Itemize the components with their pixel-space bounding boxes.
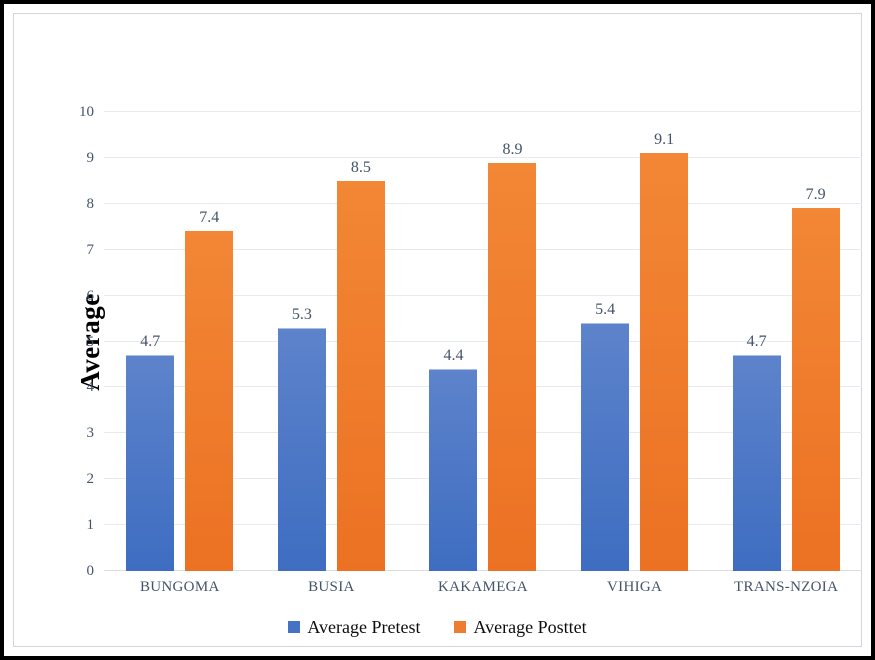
bar-wrap: 4.7 [126, 334, 175, 571]
bar-wrap: 5.4 [581, 302, 630, 571]
bar-data-label: 7.4 [199, 209, 220, 227]
bar-data-label: 8.5 [350, 158, 371, 176]
bar-data-label: 4.4 [443, 347, 464, 365]
bar-posttest [640, 153, 689, 571]
bar-wrap: 9.1 [640, 132, 689, 571]
bar-pretest [277, 327, 326, 571]
y-tick-label: 2 [86, 471, 95, 488]
bar-wrap: 4.4 [429, 348, 478, 571]
bar-data-label: 7.9 [805, 186, 826, 204]
bar-posttest [488, 162, 537, 571]
gridline [104, 294, 862, 296]
gridline [104, 524, 862, 526]
legend: Average Pretest Average Posttet [14, 618, 861, 636]
legend-label: Average Posttet [473, 617, 587, 637]
bar-pretest [126, 355, 175, 571]
y-tick-label: 10 [79, 104, 94, 120]
bar-wrap: 7.9 [791, 187, 840, 571]
legend-swatch-icon [288, 621, 301, 633]
bar-wrap: 8.9 [488, 141, 537, 571]
y-tick-label: 0 [86, 563, 95, 579]
x-category-label: BUNGOMA [139, 579, 220, 595]
bar-pretest [429, 369, 478, 571]
x-category-label: KAKAMEGA [438, 579, 528, 595]
bar-data-label: 9.1 [654, 131, 675, 149]
bar-data-label: 4.7 [746, 333, 767, 351]
legend-label: Average Pretest [307, 617, 421, 637]
y-tick-label: 4 [86, 379, 95, 396]
bar-data-label: 5.4 [595, 301, 616, 319]
bar-wrap: 4.7 [732, 334, 781, 571]
bar-pretest [732, 355, 781, 571]
gridline [104, 202, 862, 204]
bar-group: 4.4 8.9 [407, 112, 559, 571]
legend-swatch-icon [454, 621, 467, 633]
y-tick-label: 1 [86, 517, 95, 534]
gridline [104, 248, 862, 250]
bar-data-label: 8.9 [502, 140, 523, 158]
bar-wrap: 7.4 [185, 210, 234, 571]
bar-posttest [336, 180, 385, 571]
chart-frame: Average 4.7 7.4 5.3 8.5 4.4 8.9 5.4 9.1 4.7 7.9 B… [13, 13, 862, 647]
plot-area: Average 4.7 7.4 5.3 8.5 4.4 8.9 5.4 9.1 4.7 7.9 [75, 111, 862, 571]
gridline [104, 156, 862, 158]
y-tick-label: 3 [86, 425, 95, 442]
y-tick-label: 7 [86, 241, 95, 258]
x-category-label: TRANS-NZOIA [734, 579, 839, 595]
y-tick-label: 5 [86, 333, 95, 350]
bar-wrap: 8.5 [336, 159, 385, 571]
bar-group: 5.4 9.1 [559, 112, 711, 571]
y-tick-label: 9 [86, 149, 95, 166]
legend-item: Average Pretest [288, 618, 420, 636]
gridline [104, 478, 862, 480]
y-tick-label: 6 [86, 287, 95, 304]
x-category-label: VIHIGA [607, 579, 663, 595]
bar-data-label: 4.7 [140, 333, 161, 351]
bar-pretest [581, 323, 630, 571]
x-category-label: BUSIA [308, 579, 355, 595]
bar-group: 4.7 7.9 [710, 112, 862, 571]
bar-group: 4.7 7.4 [104, 112, 256, 571]
gridline [104, 570, 862, 571]
bar-groups-layer: 4.7 7.4 5.3 8.5 4.4 8.9 5.4 9.1 4.7 7.9 [104, 112, 862, 571]
bar-posttest [185, 231, 234, 571]
gridline [104, 386, 862, 388]
legend-item: Average Posttet [454, 617, 587, 637]
y-tick-label: 8 [86, 195, 95, 212]
gridline [104, 111, 862, 112]
bar-posttest [791, 208, 840, 571]
gridline [104, 432, 862, 434]
gridline [104, 340, 862, 342]
bar-group: 5.3 8.5 [256, 112, 408, 571]
bar-data-label: 5.3 [291, 305, 312, 323]
bar-wrap: 5.3 [277, 306, 326, 571]
x-axis-labels: BUNGOMA BUSIA KAKAMEGA VIHIGA TRANS-NZOIA [104, 579, 862, 596]
